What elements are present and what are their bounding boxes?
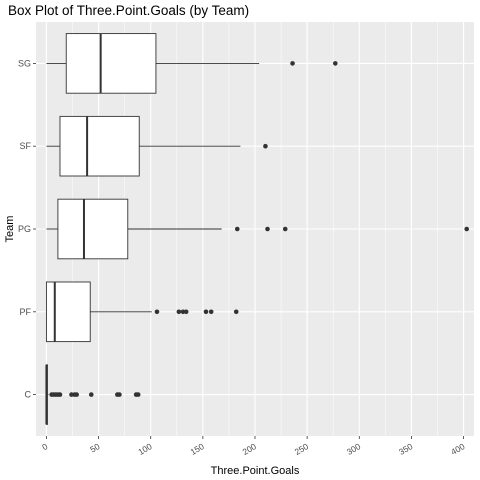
box-group-sg <box>46 33 338 94</box>
box-iqr <box>57 198 129 260</box>
x-axis-title: Three.Point.Goals <box>211 465 300 477</box>
outlier-point <box>74 392 79 397</box>
outlier-point <box>265 226 270 232</box>
y-tick-label: SF <box>19 141 31 151</box>
outlier-point <box>176 309 182 315</box>
x-tick-label: 350 <box>397 441 415 457</box>
y-tick-label: PG <box>18 224 31 234</box>
box-group-pg <box>46 198 470 260</box>
outlier-point <box>234 226 240 232</box>
outlier-point <box>263 143 268 149</box>
outlier-point <box>88 392 94 397</box>
outlier-point <box>290 61 295 66</box>
y-axis-title: Team <box>4 216 16 243</box>
x-tick-label: 200 <box>241 441 259 457</box>
outlier-point <box>183 309 189 315</box>
outlier-point <box>208 309 214 315</box>
outlier-point <box>57 392 63 397</box>
outlier-point <box>154 309 160 315</box>
x-tick-label: 300 <box>345 441 363 457</box>
box-group-c <box>45 364 141 425</box>
x-tick-label: 0 <box>40 441 49 452</box>
outlier-point <box>282 226 288 232</box>
chart-title: Box Plot of Three.Point.Goals (by Team) <box>8 3 250 18</box>
x-axis-ticks: 0 50 100 150 200 250 300 350 400 <box>40 436 467 457</box>
box-iqr <box>45 281 91 343</box>
outlier-point <box>464 226 470 232</box>
y-tick-label: PF <box>19 307 31 317</box>
x-tick-label: 400 <box>449 441 467 457</box>
box-iqr <box>59 115 140 177</box>
boxes <box>45 33 470 425</box>
x-tick-label: 150 <box>188 441 206 457</box>
box-group-pf <box>45 281 239 343</box>
outlier-point <box>233 309 239 315</box>
x-tick-label: 250 <box>293 441 311 457</box>
y-tick-label: SG <box>18 58 31 68</box>
box-group-sf <box>46 115 268 177</box>
y-tick-label: C <box>25 390 32 400</box>
outlier-point <box>117 392 122 397</box>
outlier-point <box>135 392 141 397</box>
box-iqr <box>65 33 157 94</box>
outlier-point <box>333 61 338 66</box>
outlier-point <box>203 309 209 315</box>
x-tick-label: 50 <box>88 441 101 455</box>
y-axis-ticks: C PF PG SF SG <box>18 58 36 400</box>
x-tick-label: 100 <box>136 441 154 457</box>
